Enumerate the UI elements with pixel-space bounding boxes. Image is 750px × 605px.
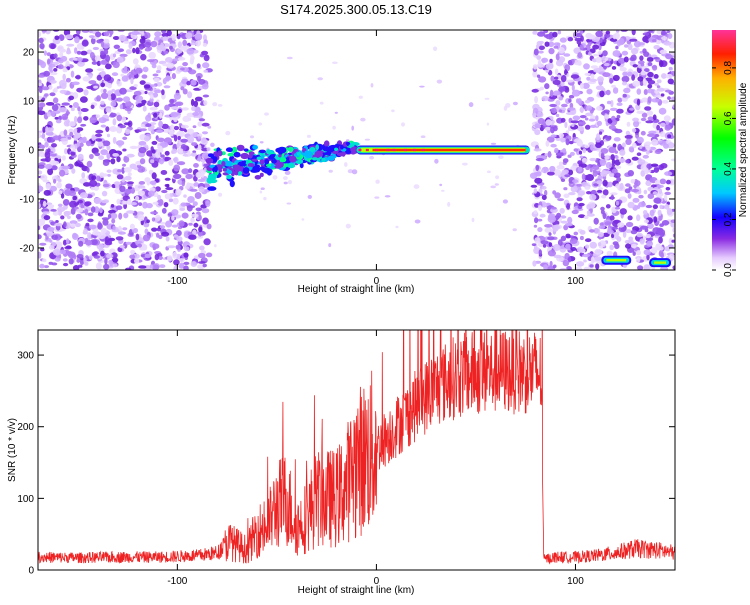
colorbar-label: Normalized spectral amplitude [738,82,749,217]
spectrogram-y-tick-label: 20 [23,48,35,59]
colorbar-gradient [712,30,736,270]
snr-panel: -100 0 100 0 100 200 300 Height of straight li… [7,329,676,596]
colorbar-tick-label: 0.2 [723,212,734,226]
noise-region [38,30,213,270]
tone-marker [601,255,632,265]
snr-series-line [38,330,675,565]
snr-x-tick-label: 100 [567,576,584,587]
spectrogram-y-tick-label: 0 [28,146,34,157]
snr-x-tick-label: 0 [374,576,380,587]
snr-y-label: SNR (10 * v/v) [7,418,18,482]
spectrogram-x-tick-label: -100 [167,276,187,287]
spectrogram-y-tick-label: 10 [23,97,35,108]
tone-marker [649,258,672,268]
noise-region [529,30,675,270]
colorbar-tick-label: 0.6 [723,111,734,125]
spectrogram-y-tick-label: -20 [20,243,35,254]
background-speckle [207,46,520,248]
scattered-signal [205,140,360,191]
figure-title: S174.2025.300.05.13.C19 [280,2,432,17]
snr-y-tick-label: 300 [17,351,34,362]
colorbar-tick-label: 0.8 [723,61,734,75]
snr-y-tick-label: 100 [17,494,34,505]
snr-y-tick-label: 0 [28,566,34,577]
colorbar-tick-label: 0.4 [723,162,734,176]
colorbar-tick-label: 0.0 [723,263,734,277]
snr-x-tick-label: -100 [167,576,187,587]
spectrogram-x-tick-label: 0 [374,276,380,287]
colorbar: 0.0 0.2 0.4 0.6 0.8 Normalized spectral ampl… [712,30,749,277]
spectrogram-y-label: Frequency (Hz) [7,116,18,185]
spectrogram-y-tick-label: -10 [20,194,35,205]
snr-y-tick-label: 200 [17,422,34,433]
snr-frame [37,329,676,571]
carrier-line [356,145,530,155]
spectrogram-x-tick-label: 100 [567,276,584,287]
snr-x-label: Height of straight line (km) [298,585,415,596]
spectrogram-x-label: Height of straight line (km) [298,284,415,295]
